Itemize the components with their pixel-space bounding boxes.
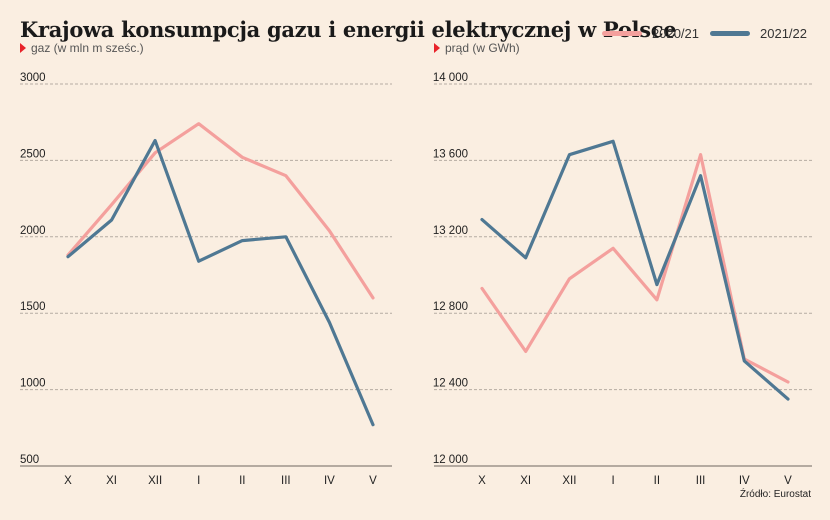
arrow-icon bbox=[434, 43, 440, 53]
legend-label-2021-22: 2021/22 bbox=[760, 26, 807, 41]
gas-series-line-2020-21 bbox=[66, 122, 375, 300]
power-y-tick-label: 13 600 bbox=[433, 148, 468, 160]
gas-unit-text: gaz (w mln m sześc.) bbox=[31, 41, 144, 55]
power-y-tick-label: 12 000 bbox=[433, 454, 468, 466]
gas-y-tick-label: 500 bbox=[20, 454, 39, 466]
power-y-tick-label: 14 000 bbox=[433, 72, 468, 84]
gas-x-tick-label: XI bbox=[106, 475, 117, 487]
power-y-tick-label: 13 200 bbox=[433, 225, 468, 237]
source-note: Źródło: Eurostat bbox=[739, 489, 811, 500]
power-x-tick-label: III bbox=[696, 475, 706, 487]
power-x-tick-label: XII bbox=[562, 475, 576, 487]
power-x-tick-label: XI bbox=[520, 475, 531, 487]
power-series-line-2021-22 bbox=[480, 139, 790, 401]
gas-y-tick-label: 3000 bbox=[20, 72, 46, 84]
power-x-tick-label: I bbox=[612, 475, 615, 487]
arrow-icon bbox=[20, 43, 26, 53]
legend-swatch-2020-21 bbox=[602, 31, 642, 36]
gas-y-tick-label: 1000 bbox=[20, 378, 46, 390]
gas-x-tick-label: X bbox=[64, 475, 72, 487]
gas-y-tick-label: 1500 bbox=[20, 301, 46, 313]
power-y-tick-label: 12 400 bbox=[433, 378, 468, 390]
gas-y-tick-label: 2000 bbox=[20, 225, 46, 237]
power-y-tick-label: 12 800 bbox=[433, 301, 468, 313]
gas-x-tick-label: III bbox=[281, 475, 291, 487]
legend-swatch-2021-22 bbox=[710, 31, 750, 36]
power-x-tick-label: IV bbox=[739, 475, 750, 487]
power-x-tick-label: V bbox=[784, 475, 792, 487]
gas-x-tick-label: I bbox=[197, 475, 200, 487]
power-x-tick-label: X bbox=[478, 475, 486, 487]
gas-x-tick-label: V bbox=[369, 475, 377, 487]
power-x-tick-label: II bbox=[654, 475, 660, 487]
gas-unit-label: gaz (w mln m sześc.) bbox=[20, 41, 144, 55]
gas-x-tick-label: IV bbox=[324, 475, 335, 487]
gas-x-tick-label: II bbox=[239, 475, 245, 487]
gas-y-tick-label: 2500 bbox=[20, 148, 46, 160]
gas-x-tick-label: XII bbox=[148, 475, 162, 487]
gas-series-line-2021-22 bbox=[66, 138, 375, 427]
legend-label-2020-21: 2020/21 bbox=[652, 26, 699, 41]
chart-title: Krajowa konsumpcja gazu i energii elektr… bbox=[20, 17, 677, 42]
power-unit-text: prąd (w GWh) bbox=[445, 41, 520, 55]
power-unit-label: prąd (w GWh) bbox=[434, 41, 520, 55]
